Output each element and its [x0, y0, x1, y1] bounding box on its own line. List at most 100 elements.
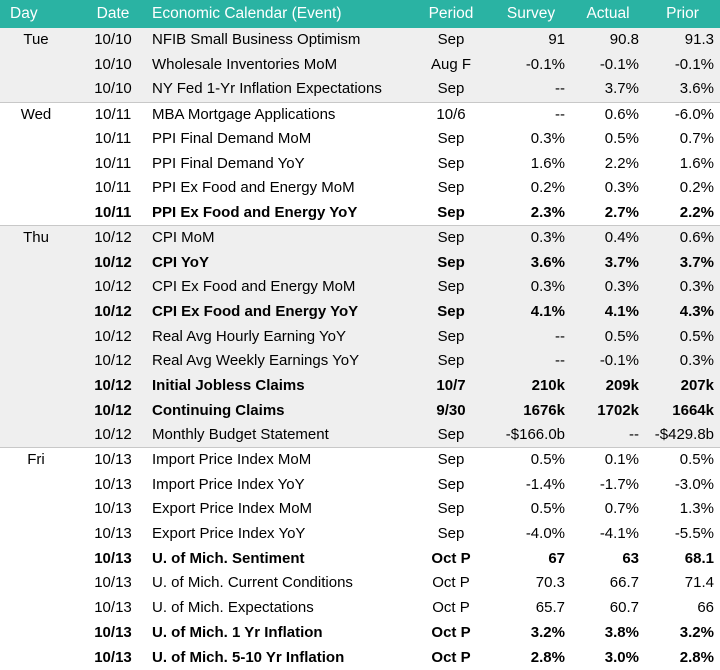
cell-event: Continuing Claims	[152, 401, 285, 419]
table-row: 10/13 Export Price Index MoM Sep 0.5% 0.7% 1.…	[0, 497, 720, 522]
cell-event: Monthly Budget Statement	[152, 426, 329, 444]
cell-actual: 3.0%	[604, 648, 639, 666]
cell-day	[0, 53, 80, 78]
cell-actual: --	[629, 426, 639, 444]
table-row: 10/13 U. of Mich. 1 Yr Inflation Oct P 3.2%…	[0, 621, 720, 646]
cell-event: CPI MoM	[146, 225, 411, 251]
table-row: 10/12 CPI Ex Food and Energy MoM Sep 0.3% 0.…	[0, 274, 720, 300]
cell-day	[0, 423, 80, 448]
cell-survey: 70.3	[535, 574, 565, 592]
header-prior: Prior	[666, 5, 699, 22]
cell-event: PPI Final Demand MoM	[152, 130, 312, 148]
cell-date: 10/13	[80, 447, 146, 473]
table-row: 10/12 Initial Jobless Claims 10/7 210k 209k 2…	[0, 373, 720, 399]
cell-actual: 3.8%	[604, 623, 639, 641]
cell-event: Export Price Index MoM	[152, 500, 313, 518]
cell-period: Sep	[437, 179, 465, 197]
cell-period: Sep	[437, 525, 465, 543]
cell-actual: 3.7%	[604, 253, 639, 271]
cell-survey: 0.3%	[530, 130, 565, 148]
cell-actual: 1702k	[597, 401, 639, 419]
cell-event: U. of Mich. 5-10 Yr Inflation	[152, 648, 345, 666]
cell-prior: 0.6%	[645, 225, 720, 251]
cell-event: MBA Mortgage Applications	[146, 101, 411, 127]
cell-event: NY Fed 1-Yr Inflation Expectations	[152, 80, 382, 98]
cell-day	[0, 522, 80, 547]
cell-day	[0, 571, 80, 596]
table-row: Tue 10/10 NFIB Small Business Optimism Sep 9…	[0, 28, 720, 53]
cell-event: U. of Mich. Sentiment	[152, 549, 305, 567]
cell-actual: 0.5%	[604, 327, 639, 345]
cell-day	[0, 621, 80, 646]
cell-actual: 0.1%	[571, 447, 645, 473]
cell-period: Sep	[411, 447, 491, 473]
table-row: Fri 10/13 Import Price Index MoM Sep 0.5% 0.1…	[0, 447, 720, 473]
cell-survey: -0.1%	[525, 56, 565, 74]
cell-prior: 0.3%	[679, 278, 714, 296]
cell-survey: --	[555, 352, 565, 370]
cell-day	[0, 398, 80, 423]
cell-date: 10/13	[94, 549, 132, 567]
table-body: Tue 10/10 NFIB Small Business Optimism Sep 9…	[0, 28, 720, 670]
cell-event: PPI Ex Food and Energy MoM	[152, 179, 355, 197]
cell-date: 10/10	[94, 80, 132, 98]
cell-survey: 1676k	[523, 401, 565, 419]
table-row: 10/13 Import Price Index YoY Sep -1.4% -1.7%…	[0, 472, 720, 497]
cell-period: Sep	[437, 352, 465, 370]
cell-event: U. of Mich. 1 Yr Inflation	[152, 623, 323, 641]
cell-period: Oct P	[431, 648, 471, 666]
cell-day	[0, 151, 80, 176]
cell-date: 10/10	[94, 56, 132, 74]
cell-day: Wed	[0, 101, 80, 127]
cell-period: 9/30	[436, 401, 466, 419]
cell-event: U. of Mich. Current Conditions	[152, 574, 353, 592]
table-row: 10/11 PPI Ex Food and Energy MoM Sep 0.2% 0.…	[0, 176, 720, 201]
cell-day: Fri	[0, 447, 80, 473]
cell-prior: 0.7%	[679, 130, 714, 148]
cell-event: Import Price Index YoY	[152, 475, 305, 493]
cell-prior: -5.5%	[674, 525, 714, 543]
cell-survey: 210k	[531, 376, 565, 394]
cell-prior: 3.2%	[679, 623, 714, 641]
cell-prior: 91.3	[684, 31, 714, 49]
table-row: 10/13 U. of Mich. Expectations Oct P 65.7 60…	[0, 596, 720, 621]
cell-prior: 68.1	[684, 549, 714, 567]
cell-prior: 2.8%	[679, 648, 714, 666]
cell-actual: 66.7	[609, 574, 639, 592]
cell-period: Aug F	[430, 56, 472, 74]
cell-prior: 0.2%	[679, 179, 714, 197]
table-row: 10/10 NY Fed 1-Yr Inflation Expectations S…	[0, 77, 720, 103]
cell-date: 10/11	[94, 154, 132, 172]
table-row: 10/12 CPI Ex Food and Energy YoY Sep 4.1% 4.…	[0, 299, 720, 325]
cell-actual: 0.3%	[604, 278, 639, 296]
cell-date: 10/12	[94, 352, 132, 370]
cell-prior: 1.3%	[679, 500, 714, 518]
cell-actual: 0.4%	[571, 225, 645, 251]
cell-survey: 0.3%	[530, 278, 565, 296]
table-row: 10/10 Wholesale Inventories MoM Aug F -0.1%…	[0, 52, 720, 78]
cell-date: 10/12	[94, 376, 132, 394]
cell-prior: -6.0%	[645, 101, 720, 127]
cell-day	[0, 596, 80, 621]
cell-actual: -4.1%	[599, 525, 639, 543]
cell-survey: 3.6%	[530, 253, 565, 271]
cell-date: 10/12	[94, 401, 132, 419]
cell-survey: 1.6%	[530, 154, 565, 172]
cell-date: 10/13	[94, 500, 132, 518]
cell-actual: -0.1%	[599, 56, 639, 74]
cell-date: 10/13	[94, 574, 132, 592]
cell-date: 10/12	[94, 426, 132, 444]
table-row: 10/13 Export Price Index YoY Sep -4.0% -4.1%…	[0, 522, 720, 547]
cell-day	[0, 497, 80, 522]
cell-date: 10/11	[80, 101, 146, 127]
cell-day	[0, 127, 80, 152]
cell-day	[0, 645, 80, 670]
cell-survey: 91	[548, 31, 565, 49]
cell-actual: 90.8	[609, 31, 639, 49]
cell-prior: 3.7%	[679, 253, 714, 271]
cell-survey: --	[555, 80, 565, 98]
cell-day	[0, 546, 80, 571]
header-event: Economic Calendar (Event)	[152, 5, 342, 22]
header-row: Day Date Economic Calendar (Event) Perio…	[0, 0, 720, 28]
